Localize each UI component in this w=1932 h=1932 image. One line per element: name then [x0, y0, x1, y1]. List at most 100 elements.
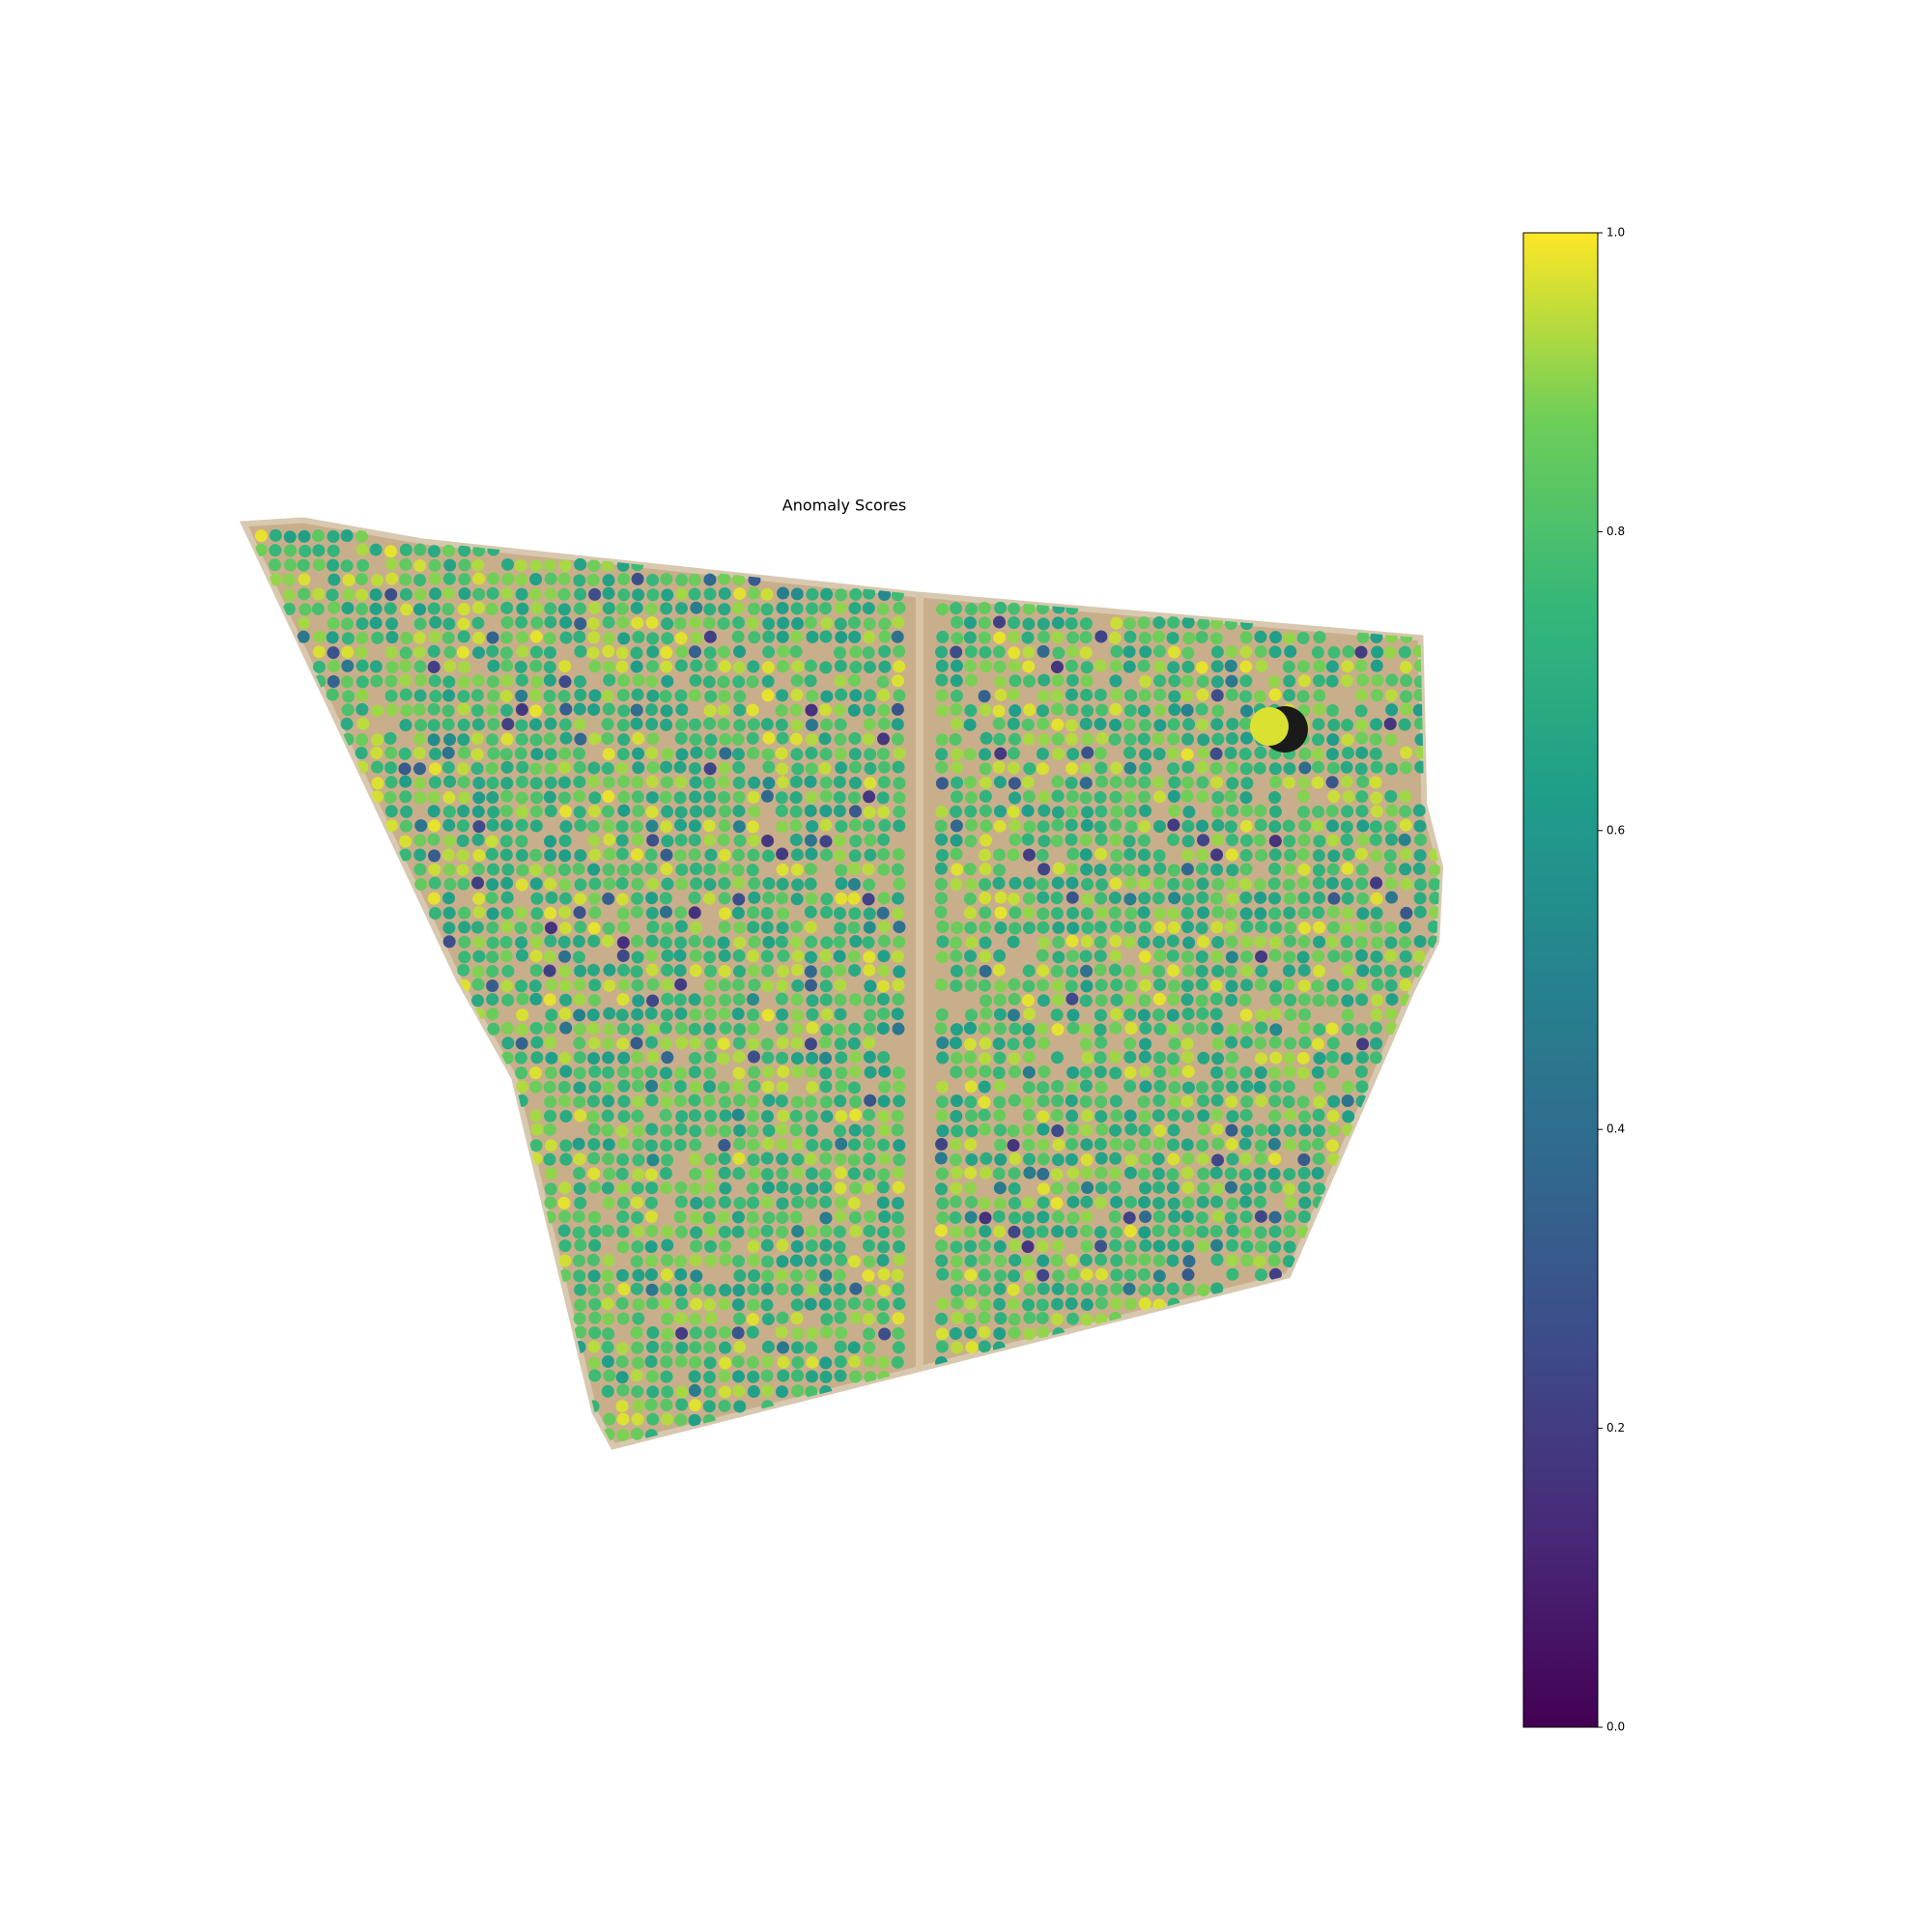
- tree-crown: [834, 617, 847, 631]
- tree-crown: [1313, 659, 1326, 672]
- tree-crown: [1341, 978, 1354, 991]
- tree-crown: [1022, 1095, 1036, 1109]
- tree-crown: [1238, 747, 1252, 760]
- tree-crown: [776, 1008, 789, 1021]
- tree-crown: [806, 1081, 819, 1094]
- tree-crown: [1050, 1168, 1064, 1181]
- tree-crown: [660, 1341, 673, 1354]
- tree-crown: [876, 1196, 890, 1209]
- tree-crown: [588, 1225, 602, 1238]
- tree-crown: [1079, 761, 1093, 775]
- tree-crown: [1224, 820, 1237, 834]
- tree-crown: [675, 1296, 689, 1310]
- tree-crown: [645, 791, 659, 805]
- tree-crown: [515, 719, 528, 732]
- tree-crown: [1268, 907, 1282, 921]
- tree-crown: [601, 1384, 614, 1398]
- tree-crown: [892, 847, 905, 861]
- tree-crown: [1079, 1037, 1093, 1051]
- tree-crown: [427, 545, 440, 558]
- tree-crown: [617, 733, 631, 747]
- tree-crown: [1108, 631, 1122, 644]
- tree-crown: [1209, 1008, 1223, 1021]
- tree-crown: [1166, 1168, 1179, 1181]
- tree-crown: [1384, 833, 1398, 846]
- tree-crown: [747, 1138, 760, 1151]
- tree-crown: [674, 1021, 688, 1035]
- tree-crown: [1340, 820, 1353, 834]
- map-title: Anomaly Scores: [782, 497, 906, 515]
- tree-crown: [369, 602, 383, 615]
- tree-crown: [1325, 876, 1339, 890]
- tree-crown: [1370, 849, 1383, 863]
- tree-crown: [1268, 1267, 1282, 1281]
- tree-crown: [979, 1065, 992, 1078]
- tree-crown: [762, 1123, 776, 1137]
- tree-crown: [834, 849, 847, 863]
- tree-crown: [399, 719, 412, 732]
- tree-crown: [1122, 660, 1136, 673]
- tree-crown: [863, 1327, 876, 1341]
- tree-crown: [587, 1052, 601, 1065]
- tree-crown: [384, 588, 398, 602]
- tree-crown: [1355, 993, 1369, 1007]
- tree-crown: [992, 1037, 1006, 1050]
- tree-crown: [1139, 979, 1152, 992]
- tree-crown: [1354, 659, 1368, 672]
- tree-crown: [254, 543, 268, 556]
- tree-crown: [689, 862, 702, 875]
- tree-crown: [586, 1110, 600, 1123]
- tree-crown: [1209, 1195, 1223, 1208]
- tree-crown: [1007, 1139, 1020, 1152]
- tree-crown: [1109, 1226, 1122, 1239]
- tree-crown: [833, 935, 846, 949]
- tree-crown: [1065, 719, 1078, 732]
- tree-crown: [603, 833, 616, 846]
- tree-crown: [1108, 732, 1122, 746]
- tree-crown: [834, 1181, 847, 1195]
- tree-crown: [1340, 950, 1353, 963]
- tree-crown: [1226, 718, 1239, 731]
- tree-crown: [877, 921, 891, 934]
- tree-crown: [588, 1311, 602, 1324]
- tree-crown: [934, 892, 948, 905]
- tree-crown: [847, 1081, 861, 1094]
- tree-crown: [1211, 1137, 1225, 1151]
- tree-crown: [965, 1124, 979, 1138]
- tree-crown: [935, 978, 949, 991]
- tree-crown: [1037, 1196, 1050, 1209]
- tree-crown: [1297, 1153, 1311, 1167]
- tree-crown: [1152, 1051, 1166, 1065]
- tree-crown: [980, 1151, 993, 1165]
- tree-crown: [1196, 1139, 1209, 1152]
- tree-crown: [1326, 761, 1340, 775]
- tree-crown: [1153, 907, 1167, 921]
- tree-crown: [630, 1282, 643, 1295]
- tree-crown: [588, 791, 602, 805]
- tree-crown: [573, 718, 586, 731]
- tree-crown: [1284, 1138, 1297, 1151]
- tree-crown: [602, 1051, 615, 1065]
- tree-crown: [806, 1181, 819, 1195]
- tree-crown: [399, 688, 412, 701]
- tree-crown: [1167, 921, 1180, 934]
- tree-crown: [1400, 746, 1413, 759]
- tree-crown: [804, 905, 817, 919]
- tree-crown: [355, 529, 368, 543]
- tree-crown: [789, 644, 803, 658]
- tree-crown: [284, 558, 298, 572]
- tree-crown: [1209, 1225, 1223, 1238]
- tree-crown: [760, 906, 774, 920]
- tree-crown: [544, 877, 557, 891]
- tree-crown: [762, 731, 776, 745]
- tree-crown: [1052, 601, 1065, 614]
- tree-crown: [733, 690, 747, 703]
- tree-crown: [558, 980, 572, 993]
- tree-crown: [847, 950, 861, 963]
- tree-crown: [327, 659, 341, 672]
- tree-crown: [849, 935, 863, 949]
- tree-crown: [848, 1022, 862, 1036]
- tree-crown: [718, 964, 731, 978]
- tree-crown: [950, 1268, 963, 1282]
- tree-crown: [601, 1181, 614, 1195]
